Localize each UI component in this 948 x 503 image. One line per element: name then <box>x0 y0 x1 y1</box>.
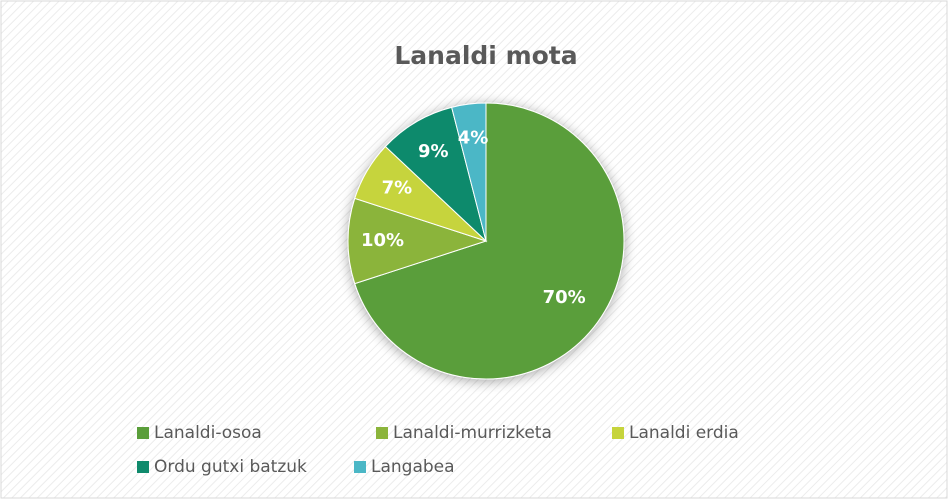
data-label: 9% <box>418 141 449 162</box>
pie-slice <box>354 102 625 380</box>
legend-label: Ordu gutxi batzuk <box>154 457 307 477</box>
legend-label: Lanaldi-osoa <box>154 423 262 443</box>
pie-slice <box>451 102 487 242</box>
pie <box>347 102 625 380</box>
legend-label: Langabea <box>371 457 455 477</box>
data-label: 7% <box>382 177 413 198</box>
pie-slice <box>347 197 488 285</box>
legend-swatch <box>376 427 388 439</box>
data-label: 10% <box>361 230 404 251</box>
legend-swatch <box>612 427 624 439</box>
data-label: 70% <box>543 287 586 308</box>
legend-swatch <box>354 461 366 473</box>
chart-title: Lanaldi mota <box>394 41 577 70</box>
legend-swatch <box>137 427 149 439</box>
legend-label: Lanaldi-murrizketa <box>393 423 552 443</box>
legend-swatch <box>137 461 149 473</box>
data-label: 4% <box>458 127 489 148</box>
legend-label: Lanaldi erdia <box>629 423 739 443</box>
